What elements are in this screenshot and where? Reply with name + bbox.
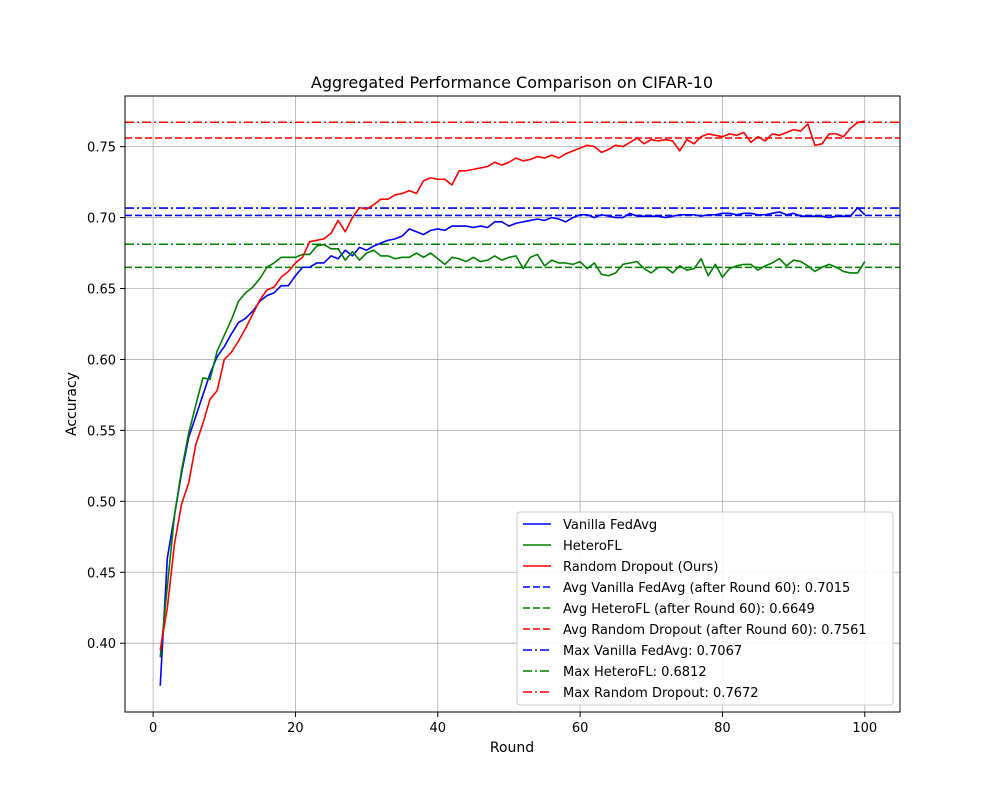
grid <box>125 96 900 712</box>
legend-label: Avg Vanilla FedAvg (after Round 60): 0.7… <box>563 581 850 596</box>
y-axis-label: Accuracy <box>64 372 80 436</box>
x-axis: 0 20 40 60 80 100 <box>149 712 877 736</box>
x-tick-label: 80 <box>714 721 731 736</box>
legend: Vanilla FedAvg HeteroFL Random Dropout (Ou… <box>516 511 894 706</box>
y-axis: 0.40 0.45 0.50 0.55 0.60 0.65 0.70 0.75 <box>87 141 125 652</box>
series-line-0 <box>159 206 866 686</box>
series-line-2 <box>159 120 865 651</box>
plot-area <box>125 120 900 686</box>
legend-box <box>516 511 894 706</box>
x-tick-label: 100 <box>852 721 877 736</box>
legend-label: Vanilla FedAvg <box>563 518 657 533</box>
x-tick-label: 20 <box>287 721 304 736</box>
plot-frame <box>124 95 901 713</box>
legend-label: Max Random Dropout: 0.7672 <box>563 686 759 701</box>
y-tick-label: 0.55 <box>87 424 116 439</box>
x-tick-label: 60 <box>572 721 589 736</box>
legend-label: Random Dropout (Ours) <box>563 560 718 575</box>
legend-label: Max HeteroFL: 0.6812 <box>563 665 707 680</box>
y-tick-label: 0.75 <box>87 141 116 156</box>
series-line-1 <box>159 243 866 658</box>
y-tick-label: 0.65 <box>87 283 116 298</box>
x-tick-label: 0 <box>149 721 157 736</box>
legend-label: Max Vanilla FedAvg: 0.7067 <box>563 644 742 659</box>
y-tick-label: 0.70 <box>87 212 116 227</box>
legend-label: HeteroFL <box>563 539 622 554</box>
y-tick-label: 0.60 <box>87 353 116 368</box>
legend-label: Avg HeteroFL (after Round 60): 0.6649 <box>563 602 815 617</box>
y-tick-label: 0.45 <box>87 566 116 581</box>
chart-title: Aggregated Performance Comparison on CIF… <box>311 73 713 92</box>
legend-label: Avg Random Dropout (after Round 60): 0.7… <box>563 623 867 638</box>
y-tick-label: 0.50 <box>87 495 116 510</box>
y-tick-label: 0.40 <box>87 637 116 652</box>
x-tick-label: 40 <box>430 721 447 736</box>
x-axis-label: Round <box>490 740 534 756</box>
